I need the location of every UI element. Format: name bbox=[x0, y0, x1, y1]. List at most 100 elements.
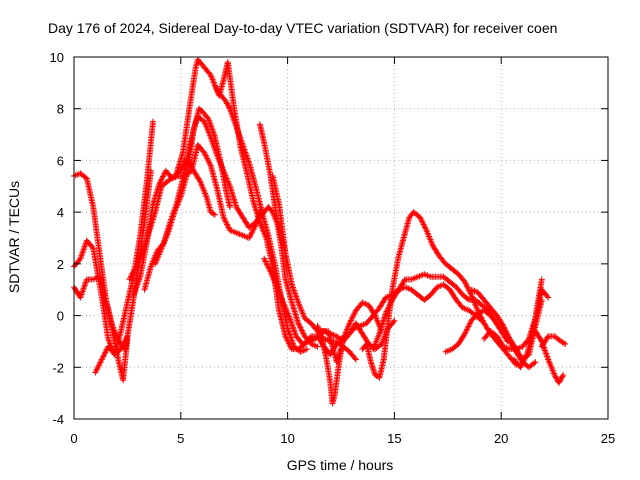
series-arc-12 bbox=[261, 255, 344, 366]
data-point bbox=[387, 299, 394, 306]
data-point bbox=[297, 324, 304, 331]
data-point bbox=[212, 83, 219, 90]
data-point bbox=[117, 346, 124, 353]
data-point bbox=[385, 304, 392, 311]
data-point bbox=[348, 316, 355, 323]
x-tick-label: 25 bbox=[601, 431, 615, 446]
x-tick-label: 0 bbox=[70, 431, 77, 446]
data-point bbox=[129, 270, 136, 277]
data-point bbox=[224, 221, 231, 228]
x-tick-label: 15 bbox=[387, 431, 401, 446]
data-point bbox=[383, 308, 390, 315]
data-point bbox=[210, 79, 217, 86]
axes: 0 5 10 15 20 25 -4 -2 0 2 4 6 8 10 bbox=[50, 50, 616, 446]
data-point bbox=[298, 327, 305, 334]
x-axis-title: GPS time / hours bbox=[287, 457, 394, 473]
data-point bbox=[160, 172, 167, 179]
data-point bbox=[226, 203, 233, 210]
data-point bbox=[462, 280, 469, 287]
data-point bbox=[132, 264, 139, 271]
data-point bbox=[347, 317, 354, 324]
data-point bbox=[98, 356, 105, 363]
y-tick-label: -2 bbox=[52, 360, 64, 375]
data-point bbox=[351, 310, 358, 317]
data-point bbox=[202, 152, 209, 159]
data-point bbox=[130, 269, 137, 276]
data-point bbox=[286, 341, 293, 348]
data-point bbox=[417, 214, 424, 221]
series-arc-17 bbox=[359, 209, 520, 381]
data-point bbox=[101, 350, 108, 357]
data-point bbox=[92, 369, 99, 376]
data-point bbox=[98, 357, 105, 364]
data-point bbox=[247, 232, 254, 239]
data-point bbox=[391, 317, 398, 324]
data-point bbox=[467, 290, 474, 297]
y-tick-label: 2 bbox=[57, 257, 64, 272]
chart-title: Day 176 of 2024, Sidereal Day-to-day VTE… bbox=[48, 20, 557, 36]
data-point bbox=[249, 229, 255, 236]
data-point bbox=[419, 220, 426, 227]
data-point bbox=[131, 266, 138, 273]
data-point bbox=[196, 176, 203, 183]
x-tick-label: 20 bbox=[494, 431, 508, 446]
data-point bbox=[418, 217, 425, 224]
data-point bbox=[208, 73, 215, 80]
data-point bbox=[93, 368, 100, 375]
data-point bbox=[295, 321, 302, 328]
data-point bbox=[96, 360, 103, 367]
data-point bbox=[352, 356, 359, 363]
y-axis-title: SDTVAR / TECUs bbox=[6, 181, 22, 293]
data-point bbox=[209, 76, 216, 83]
data-point bbox=[95, 363, 102, 370]
data-point bbox=[421, 222, 428, 229]
series-arc-6 bbox=[130, 141, 265, 298]
data-point bbox=[422, 225, 429, 232]
data-point bbox=[417, 215, 424, 222]
data-point bbox=[261, 257, 268, 264]
y-tick-label: 0 bbox=[57, 309, 64, 324]
data-point bbox=[211, 211, 218, 218]
data-point bbox=[478, 314, 485, 321]
x-tick-label: 10 bbox=[280, 431, 294, 446]
data-point bbox=[386, 302, 393, 309]
y-tick-label: 6 bbox=[57, 153, 64, 168]
data-point bbox=[94, 365, 101, 372]
data-point bbox=[349, 314, 356, 321]
series-arc-3 bbox=[71, 273, 131, 384]
data-point bbox=[282, 333, 289, 340]
data-point bbox=[287, 343, 294, 350]
data-point bbox=[464, 283, 471, 290]
data-point bbox=[314, 343, 321, 350]
data-point bbox=[346, 320, 353, 327]
data-point bbox=[266, 267, 273, 274]
data-point bbox=[464, 284, 471, 291]
data-point bbox=[382, 309, 389, 316]
data-point bbox=[224, 100, 231, 107]
x-tick-label: 5 bbox=[177, 431, 184, 446]
data-point bbox=[224, 222, 231, 229]
data-point bbox=[204, 155, 211, 162]
data-point bbox=[203, 153, 210, 160]
data-point bbox=[384, 305, 391, 312]
data-point bbox=[100, 352, 107, 359]
data-point bbox=[127, 274, 134, 281]
data-point bbox=[206, 161, 213, 168]
data-point bbox=[213, 85, 220, 92]
data-point bbox=[222, 97, 229, 104]
data-point bbox=[210, 78, 217, 85]
data-point bbox=[390, 319, 397, 326]
data-point bbox=[286, 340, 293, 347]
data-point bbox=[264, 262, 271, 269]
series-arc-22 bbox=[511, 276, 545, 371]
data-point bbox=[97, 359, 104, 366]
data-point bbox=[283, 336, 290, 343]
data-point bbox=[208, 75, 215, 82]
data-point bbox=[127, 273, 134, 280]
data-point bbox=[263, 261, 270, 268]
data-point bbox=[224, 101, 231, 108]
data-point bbox=[223, 220, 230, 227]
data-point bbox=[93, 366, 100, 373]
data-point bbox=[350, 311, 357, 318]
